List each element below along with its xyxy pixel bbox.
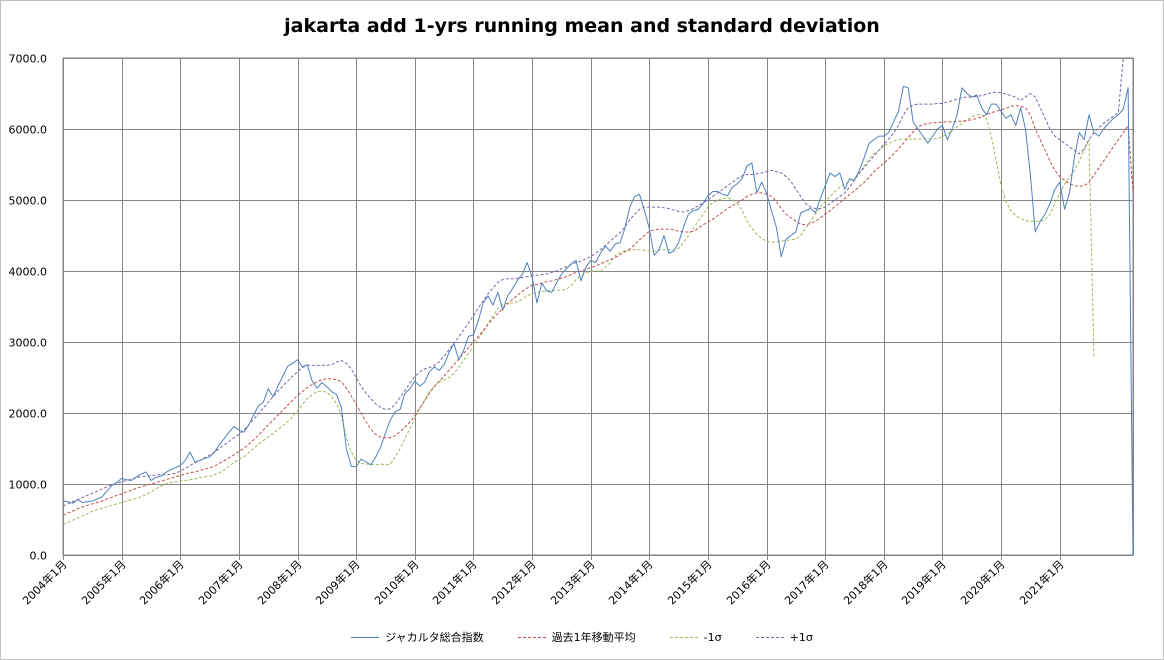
legend-item: ジャカルタ総合指数 — [351, 629, 484, 645]
legend-item: -1σ — [669, 629, 722, 645]
legend-label: ジャカルタ総合指数 — [385, 631, 484, 644]
x-tick-label: 2010年1月 — [371, 557, 421, 607]
x-tick-label: 2008年1月 — [254, 557, 304, 607]
series-line-1 — [62, 105, 1134, 516]
axis-layer: 7000.0 6000.0 5000.0 4000.0 3000.0 2000.0 1000… — [9, 53, 1067, 608]
x-tick-label: 2012年1月 — [488, 557, 538, 607]
x-tick-label: 2018年1月 — [840, 557, 890, 607]
y-tick-label: 1000.0 — [9, 479, 48, 492]
x-tick-label: 2005年1月 — [78, 557, 128, 607]
legend-swatch — [755, 636, 784, 638]
x-tick-label: 2019年1月 — [898, 557, 948, 607]
legend-label: +1σ — [789, 630, 813, 644]
x-tick-label: 2006年1月 — [136, 557, 186, 607]
series-line-2 — [62, 114, 1095, 525]
legend-swatch — [517, 636, 546, 638]
legend-label: 過去1年移動平均 — [551, 631, 636, 644]
chart-title: jakarta add 1-yrs running mean and stand… — [284, 15, 880, 37]
x-tick-label: 2007年1月 — [195, 557, 245, 607]
x-tick-label: 2004年1月 — [19, 557, 69, 607]
y-tick-label: 6000.0 — [9, 124, 48, 137]
x-tick-label: 2013年1月 — [547, 557, 597, 607]
y-tick-label: 3000.0 — [9, 337, 48, 350]
x-tick-label: 2014年1月 — [605, 557, 655, 607]
x-tick-label: 2016年1月 — [723, 557, 773, 607]
legend-item: 過去1年移動平均 — [517, 629, 636, 645]
legend-item: +1σ — [755, 629, 813, 645]
x-tick-label: 2021年1月 — [1016, 557, 1066, 607]
x-tick-label: 2009年1月 — [312, 557, 362, 607]
series-layer — [62, 57, 1134, 556]
grid-layer — [62, 57, 1134, 556]
y-tick-label: 5000.0 — [9, 195, 48, 208]
legend-label: -1σ — [703, 630, 722, 644]
series-line-0 — [62, 85, 1134, 556]
legend-swatch — [351, 636, 380, 638]
x-tick-label: 2015年1月 — [664, 557, 714, 607]
x-tick-label: 2011年1月 — [429, 557, 479, 607]
x-tick-label: 2020年1月 — [957, 557, 1007, 607]
y-tick-label: 4000.0 — [9, 266, 48, 279]
legend-swatch — [669, 636, 698, 638]
y-tick-label: 0.0 — [30, 550, 48, 563]
plot-border — [62, 57, 1134, 556]
x-tick-label: 2017年1月 — [781, 557, 831, 607]
y-tick-label: 2000.0 — [9, 408, 48, 421]
legend: ジャカルタ総合指数 過去1年移動平均 -1σ +1σ — [1, 629, 1163, 645]
series-line-3 — [62, 57, 1124, 507]
y-tick-label: 7000.0 — [9, 53, 48, 66]
